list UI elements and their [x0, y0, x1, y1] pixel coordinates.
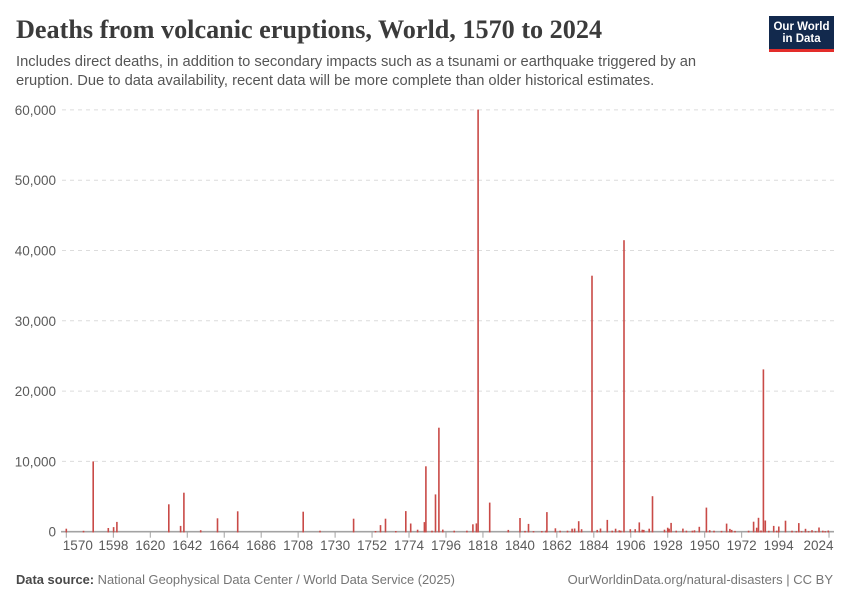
svg-text:1708: 1708: [283, 538, 313, 553]
svg-text:60,000: 60,000: [15, 103, 56, 118]
svg-text:1862: 1862: [542, 538, 572, 553]
svg-text:1840: 1840: [505, 538, 535, 553]
svg-text:20,000: 20,000: [15, 384, 56, 399]
svg-text:1884: 1884: [579, 538, 610, 553]
svg-text:1994: 1994: [764, 538, 795, 553]
svg-text:1730: 1730: [320, 538, 350, 553]
svg-text:1752: 1752: [357, 538, 387, 553]
svg-text:1950: 1950: [690, 538, 720, 553]
svg-text:1818: 1818: [468, 538, 498, 553]
svg-text:10,000: 10,000: [15, 454, 56, 469]
svg-text:50,000: 50,000: [15, 173, 56, 188]
svg-text:1598: 1598: [98, 538, 128, 553]
svg-text:1620: 1620: [135, 538, 165, 553]
svg-text:1570: 1570: [63, 538, 93, 553]
svg-text:1796: 1796: [431, 538, 461, 553]
svg-text:30,000: 30,000: [15, 314, 56, 329]
svg-text:1906: 1906: [616, 538, 646, 553]
svg-text:1664: 1664: [209, 538, 240, 553]
svg-text:40,000: 40,000: [15, 244, 56, 259]
svg-text:1774: 1774: [394, 538, 425, 553]
svg-text:0: 0: [48, 525, 56, 540]
svg-text:1642: 1642: [172, 538, 202, 553]
svg-text:1928: 1928: [653, 538, 683, 553]
svg-text:2024: 2024: [803, 538, 834, 553]
svg-text:1686: 1686: [246, 538, 276, 553]
svg-text:1972: 1972: [727, 538, 757, 553]
